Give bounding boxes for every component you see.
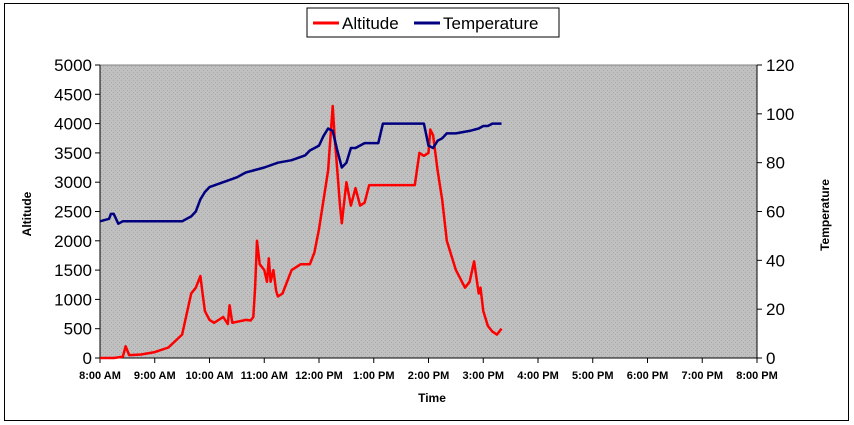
y2-axis-title: Temperature: [818, 179, 832, 251]
x-tick-label: 11:00 AM: [241, 370, 288, 382]
series-line-altitude: [100, 104, 503, 360]
legend-label-altitude: Altitude: [342, 14, 399, 33]
x-tick-label: 12:00 PM: [295, 370, 343, 382]
x-tick-label: 10:00 AM: [186, 370, 234, 382]
x-tick-label: 9:00 AM: [134, 370, 176, 382]
y-tick-label: 2000: [54, 232, 92, 251]
x-tick-label: 3:00 PM: [462, 370, 504, 382]
legend: Altitude Temperature: [306, 7, 560, 38]
x-tick-label: 5:00 PM: [572, 370, 614, 382]
y-tick-label: 2500: [54, 203, 92, 222]
legend-label-temperature: Temperature: [443, 14, 538, 33]
y-tick-label: 5000: [54, 56, 92, 75]
y-tick-label: 1000: [54, 290, 92, 309]
y2-tick-label: 20: [766, 300, 785, 319]
y2-tick-label: 60: [766, 203, 785, 222]
series-line-temperature: [99, 122, 502, 225]
chart-frame: 0 500 1000 1500 2000 2500 3000 3500 4000 4500 5000…: [4, 3, 849, 421]
x-axis: 8:00 AM 9:00 AM 10:00 AM 11:00 AM 12:00 PM 1:…: [79, 357, 778, 382]
y2-tick-label: 80: [766, 154, 785, 173]
x-axis-title: Time: [418, 391, 446, 405]
y2-tick-label: 100: [766, 105, 794, 124]
y-tick-label: 3000: [54, 173, 92, 192]
y-tick-label: 4500: [54, 85, 92, 104]
y-tick-label: 4000: [54, 115, 92, 134]
x-tick-label: 8:00 AM: [79, 370, 121, 382]
y-tick-label: 1500: [54, 261, 92, 280]
left-axis: 0 500 1000 1500 2000 2500 3000 3500 4000 4500 5000: [54, 56, 101, 368]
y-tick-label: 500: [64, 320, 92, 339]
y2-tick-label: 120: [766, 56, 794, 75]
chart-canvas: 0500100015002000250030003500400045005000…: [20, 7, 832, 405]
x-tick-label: 1:00 PM: [353, 370, 395, 382]
y2-tick-label: 0: [766, 349, 775, 368]
x-tick-label: 8:00 PM: [736, 370, 778, 382]
y-tick-label: 0: [83, 349, 92, 368]
x-tick-label: 7:00 PM: [681, 370, 723, 382]
y-tick-label: 3500: [54, 144, 92, 163]
x-tick-label: 2:00 PM: [408, 370, 450, 382]
y2-tick-label: 40: [766, 251, 785, 270]
plot-area: [99, 64, 758, 359]
right-axis: 0 20 40 60 80 100 120: [756, 56, 794, 368]
x-tick-label: 4:00 PM: [517, 370, 559, 382]
x-tick-label: 6:00 PM: [627, 370, 669, 382]
y-axis-title: Altitude: [20, 191, 34, 236]
